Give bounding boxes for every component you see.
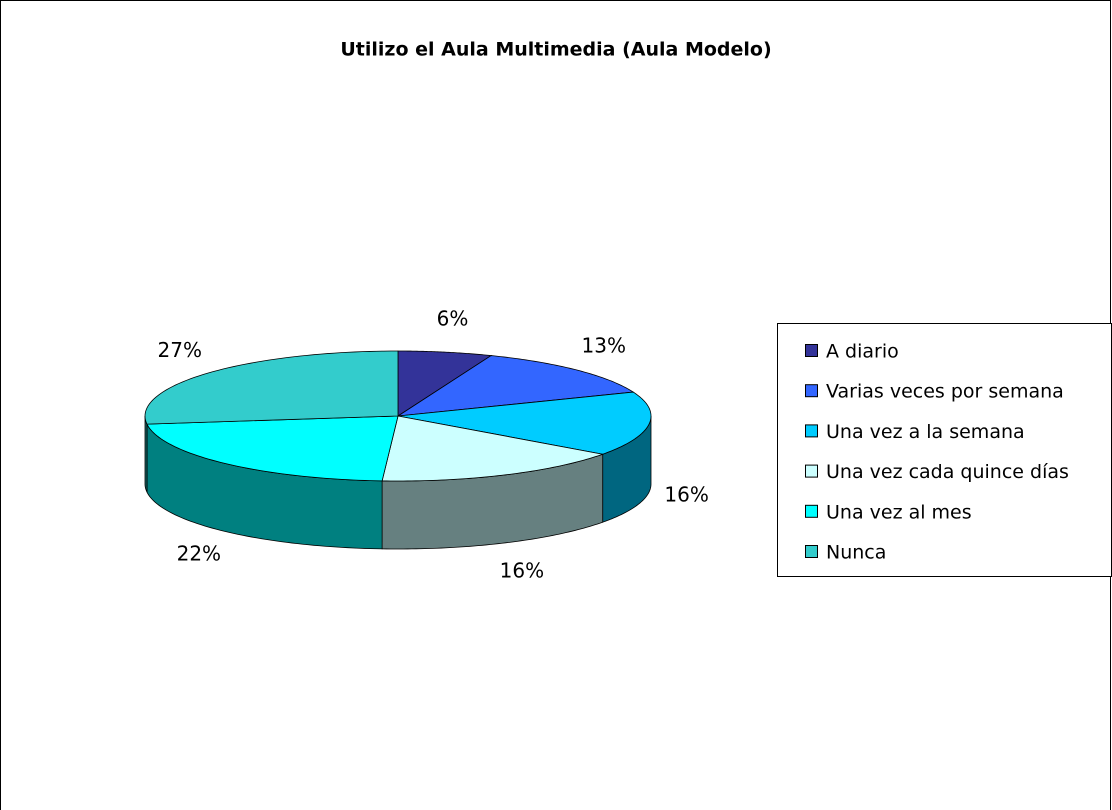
legend-label: Una vez cada quince días (826, 461, 1069, 483)
legend-swatch (805, 424, 818, 438)
slice (397, 350, 493, 417)
legend-label: Una vez al mes (826, 501, 972, 523)
legend-swatch (805, 384, 818, 398)
chart-title: Utilizo el Aula Multimedia (Aula Modelo) (340, 39, 771, 61)
legend-box (777, 323, 1112, 577)
data-label: 22% (177, 542, 221, 566)
data-label: 16% (664, 483, 708, 507)
data-label: 16% (500, 559, 544, 583)
legend-label: Nunca (826, 542, 886, 564)
legend-swatch (805, 464, 818, 478)
legend-label: Varias veces por semana (826, 381, 1064, 403)
slice (381, 415, 605, 482)
slice (146, 415, 399, 482)
legend-label: Una vez a la semana (826, 421, 1025, 443)
slice (397, 355, 635, 417)
legend-label: A diario (826, 341, 899, 363)
slice (397, 391, 652, 455)
legend-swatch (805, 545, 818, 558)
slice-side (144, 415, 148, 493)
data-label: 6% (437, 307, 469, 331)
data-label: 13% (582, 334, 626, 358)
data-label: 27% (158, 338, 202, 362)
legend-swatch (805, 504, 818, 518)
slice (144, 350, 399, 425)
legend-swatch (805, 344, 818, 357)
